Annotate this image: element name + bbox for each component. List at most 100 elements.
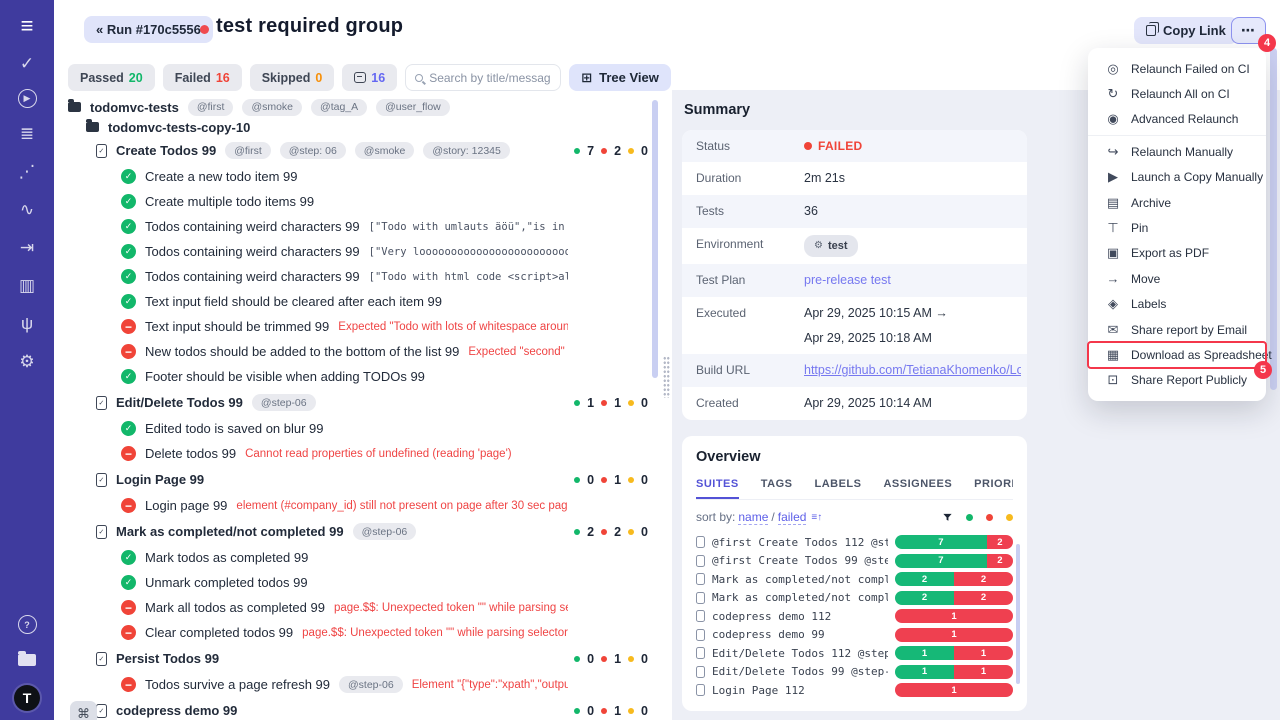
tree-row[interactable]: codepress demo 99 010 (54, 697, 660, 720)
failed-filter-chip[interactable]: Failed 16 (162, 64, 242, 91)
tree-row[interactable]: ✓ Todos containing weird characters 99 ["V… (54, 239, 660, 264)
steps-icon[interactable]: ⋰ (18, 161, 36, 181)
tree-row[interactable]: ✓ Edited todo is saved on blur 99 (54, 416, 660, 441)
tree-row[interactable]: − Delete todos 99 Cannot read properties o… (54, 441, 660, 466)
copy-link-button[interactable]: Copy Link (1134, 17, 1238, 44)
tag-chip[interactable]: @tag_A (311, 98, 368, 116)
tag-chip[interactable]: @step: 06 (279, 142, 346, 159)
help-icon[interactable]: ? (17, 615, 37, 634)
analytics-pulse-icon[interactable]: ∿ (19, 199, 35, 219)
environment-badge[interactable]: ⚙ test (804, 234, 858, 257)
menu-item-share-report-publicly[interactable]: ⊡ Share Report Publicly (1088, 368, 1266, 393)
tree-row[interactable]: Edit/Delete Todos 99 @step-06 110 (54, 389, 660, 416)
menu-item-relaunch-manually[interactable]: ↪ Relaunch Manually (1088, 139, 1266, 164)
build-url-link[interactable]: https://github.com/TetianaKhomenko/Load-… (804, 363, 1021, 378)
legend-failed-dot[interactable] (986, 513, 993, 521)
overview-suite-row[interactable]: codepress demo 112 1 (696, 607, 1013, 626)
tag-chip[interactable]: @smoke (354, 142, 415, 159)
menu-icon[interactable]: ≡ (20, 12, 34, 38)
overview-suite-row[interactable]: Mark as completed/not comple… 2 2 (696, 570, 1013, 589)
tag-chip[interactable]: @first (225, 142, 271, 159)
tag-chip[interactable]: @step-06 (339, 676, 403, 693)
overview-scrollbar[interactable] (1016, 543, 1020, 684)
tree-row[interactable]: todomvc-tests @first @smoke @tag_A @user_flo… (54, 97, 660, 117)
filter-funnel-icon[interactable] (942, 512, 953, 523)
tag-chip[interactable]: @story: 12345 (423, 142, 510, 159)
page-scrollbar[interactable] (1270, 48, 1277, 390)
menu-item-relaunch-failed-on-ci[interactable]: ◎ Relaunch Failed on CI (1088, 56, 1266, 81)
tree-row[interactable]: todomvc-tests-copy-10 (54, 117, 660, 137)
search-input[interactable] (429, 70, 552, 85)
menu-item-relaunch-all-on-ci[interactable]: ↻ Relaunch All on CI (1088, 81, 1266, 106)
tree-row[interactable]: Persist Todos 99 010 (54, 645, 660, 672)
legend-passed-dot[interactable] (966, 513, 973, 521)
tree-row[interactable]: ✓ Footer should be visible when adding TO… (54, 364, 660, 389)
back-to-run-button[interactable]: « Run #170c5556 (84, 16, 213, 43)
panel-resize-handle[interactable] (663, 356, 670, 398)
search-box[interactable] (405, 64, 562, 91)
projects-folder-icon[interactable] (14, 647, 40, 672)
tree-scrollbar[interactable] (652, 100, 658, 378)
tag-chip[interactable]: @user_flow (376, 98, 450, 116)
tab-tags[interactable]: TAGS (760, 477, 793, 490)
test-cases-icon[interactable]: ≣ (19, 123, 35, 143)
skipped-filter-chip[interactable]: Skipped 0 (249, 64, 335, 91)
tag-chip[interactable]: @first (187, 98, 234, 116)
settings-gear-icon[interactable]: ⚙ (19, 351, 35, 371)
tree-row[interactable]: − Clear completed todos 99 page.$$: Unexpe… (54, 620, 660, 645)
tree-row[interactable]: ✓ Create a new todo item 99 (54, 164, 660, 189)
menu-item-export-as-pdf[interactable]: ▣ Export as PDF (1088, 241, 1266, 266)
tree-row[interactable]: − Todos survive a page refresh 99 @step-06… (54, 672, 660, 697)
menu-item-move[interactable]: → Move (1088, 266, 1266, 291)
menu-item-labels[interactable]: ◈ Labels (1088, 292, 1266, 317)
overview-suite-row[interactable]: Edit/Delete Todos 99 @step-06 1 1 (696, 662, 1013, 681)
tree-view-button[interactable]: ⊞ Tree View (569, 64, 671, 91)
run-play-icon[interactable]: ▶ (17, 89, 37, 108)
tree-row[interactable]: ✓ Create multiple todo items 99 (54, 189, 660, 214)
menu-item-archive[interactable]: ▤ Archive (1088, 190, 1266, 215)
more-actions-button[interactable]: ⋯ (1231, 17, 1266, 44)
branch-icon[interactable]: ψ (20, 313, 34, 333)
sort-by-failed-link[interactable]: failed (777, 509, 807, 525)
overview-suite-row[interactable]: Edit/Delete Todos 112 @step-… 1 1 (696, 644, 1013, 663)
tab-assignees[interactable]: ASSIGNEES (883, 477, 953, 490)
tag-chip[interactable]: @step-06 (352, 523, 417, 540)
tag-chip[interactable]: @smoke (242, 98, 303, 116)
tree-row[interactable]: − Text input should be trimmed 99 Expected… (54, 314, 660, 339)
import-icon[interactable]: ⇥ (19, 237, 35, 257)
menu-item-advanced-relaunch[interactable]: ◉ Advanced Relaunch (1088, 107, 1266, 132)
menu-item-pin[interactable]: ⊤ Pin (1088, 215, 1266, 240)
overview-suite-row[interactable]: @first Create Todos 99 @step… 7 2 (696, 551, 1013, 570)
overview-suite-row[interactable]: @first Create Todos 112 @ste… 7 2 (696, 533, 1013, 552)
tree-row[interactable]: Create Todos 99 @first @step: 06 @smoke @sto… (54, 137, 660, 164)
tab-priority[interactable]: PRIORITY (974, 477, 1013, 490)
menu-item-launch-a-copy-manually[interactable]: ▶ Launch a Copy Manually (1088, 165, 1266, 190)
tree-row[interactable]: ✓ Unmark completed todos 99 (54, 570, 660, 595)
keyboard-shortcut-button[interactable]: ⌘ (70, 701, 97, 720)
tree-row[interactable]: ✓ Text input field should be cleared afte… (54, 289, 660, 314)
tab-suites[interactable]: SUITES (696, 478, 739, 499)
comments-filter-chip[interactable]: 16 (342, 64, 398, 91)
menu-item-share-report-by-email[interactable]: ✉ Share report by Email (1088, 317, 1266, 342)
tree-row[interactable]: − Mark all todos as completed 99 page.$$: … (54, 595, 660, 620)
tree-row[interactable]: Login Page 99 010 (54, 466, 660, 493)
tree-row[interactable]: − New todos should be added to the bottom… (54, 339, 660, 364)
test-plan-link[interactable]: pre-release test (804, 273, 891, 287)
tree-row[interactable]: Mark as completed/not completed 99 @step-… (54, 518, 660, 545)
runs-check-icon[interactable]: ✓ (19, 53, 35, 73)
tree-row[interactable]: ✓ Todos containing weird characters 99 ["T… (54, 214, 660, 239)
legend-skipped-dot[interactable] (1006, 513, 1013, 521)
menu-item-download-as-spreadsheet[interactable]: ▦ Download as Spreadsheet 5 (1087, 341, 1272, 379)
tab-labels[interactable]: LABELS (814, 477, 862, 490)
passed-filter-chip[interactable]: Passed 20 (68, 64, 155, 91)
app-logo[interactable]: T (14, 684, 40, 711)
reports-icon[interactable]: ▥ (18, 275, 36, 295)
tree-row[interactable]: ✓ Todos containing weird characters 99 ["T… (54, 264, 660, 289)
tree-row[interactable]: − Login page 99 element (#company_id) stil… (54, 493, 660, 518)
overview-suite-row[interactable]: Mark as completed/not comple… 2 2 (696, 588, 1013, 607)
tag-chip[interactable]: @step-06 (251, 394, 316, 411)
overview-suite-row[interactable]: Login Page 112 1 (696, 681, 1013, 700)
sort-by-name-link[interactable]: name (738, 509, 769, 525)
overview-suite-row[interactable]: codepress demo 99 1 (696, 625, 1013, 644)
tree-row[interactable]: ✓ Mark todos as completed 99 (54, 545, 660, 570)
